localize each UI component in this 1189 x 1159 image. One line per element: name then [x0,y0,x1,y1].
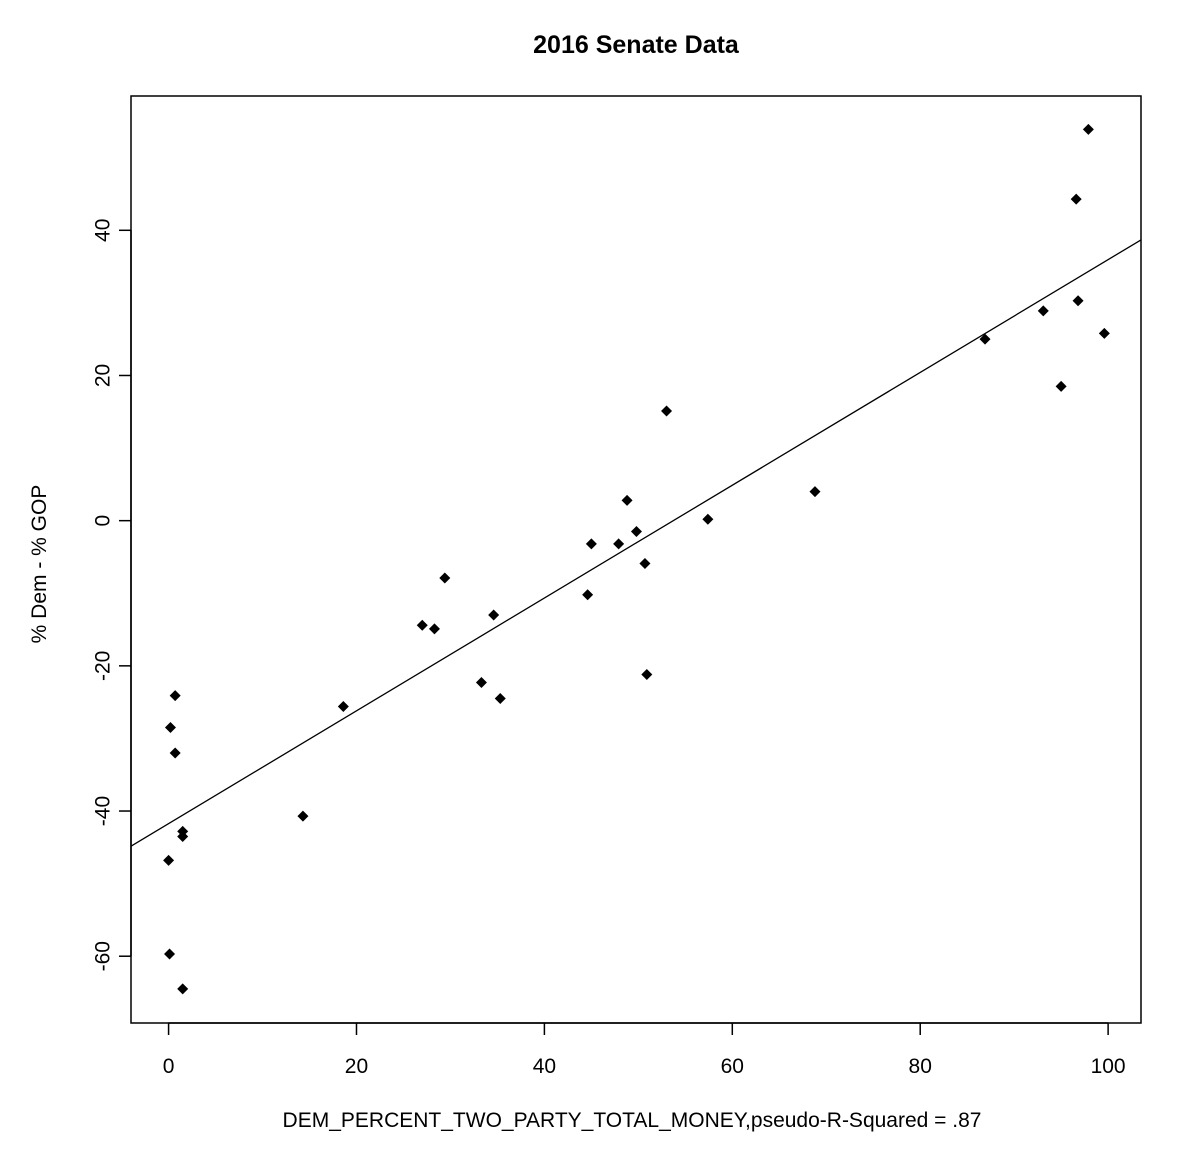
data-point [297,810,309,822]
data-point [809,486,821,498]
data-point [1055,380,1067,392]
data-points [163,123,1110,995]
regression-line [130,239,1142,847]
x-tick-label: 20 [345,1055,368,1078]
data-point [177,830,189,842]
x-tick-label: 60 [721,1055,744,1078]
data-point [621,494,633,506]
data-point [979,333,991,345]
data-point [488,609,500,621]
x-tick-label: 80 [909,1055,932,1078]
data-point [1098,327,1110,339]
y-tick-label: -60 [92,941,115,971]
data-point [641,669,653,681]
chart-title: 2016 Senate Data [533,31,740,59]
data-point [1070,193,1082,205]
y-tick-label: -20 [92,651,115,681]
data-point [702,513,714,525]
x-tick-label: 100 [1091,1055,1126,1078]
data-point [494,693,506,705]
data-point [164,722,176,734]
data-point [613,538,625,550]
x-tick-label: 40 [533,1055,556,1078]
data-point [630,526,642,538]
data-point [177,983,189,995]
data-point [439,572,451,584]
x-axis-label: DEM_PERCENT_TWO_PARTY_TOTAL_MONEY,pseudo… [283,1109,982,1132]
y-tick-label: 0 [92,515,115,527]
data-point [1082,123,1094,135]
y-tick-label: 40 [92,219,115,242]
data-point [164,948,176,960]
y-tick-label: 20 [92,364,115,387]
data-point [416,619,428,631]
data-point [337,700,349,712]
y-axis: -60 -40 -20 0 20 40 [92,219,132,971]
data-point [585,538,597,550]
data-point [1072,295,1084,307]
data-point [169,690,181,702]
data-point [475,677,487,689]
y-axis-label: % Dem - % GOP [28,485,51,644]
data-point [428,623,440,635]
data-point [163,854,175,866]
y-tick-label: -40 [92,796,115,826]
regression-line-layer [130,239,1142,847]
plot-frame [130,95,1142,1024]
data-point [661,405,673,417]
data-point [1037,305,1049,317]
data-point [169,747,181,759]
data-point [639,557,651,569]
data-point [582,589,594,601]
x-axis: 0 20 40 60 80 100 [163,1022,1126,1078]
x-tick-label: 0 [163,1055,175,1078]
